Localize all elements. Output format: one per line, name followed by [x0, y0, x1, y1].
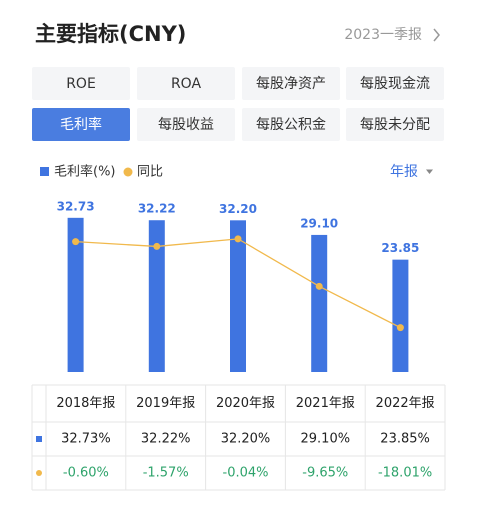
tab[interactable] — [242, 108, 340, 141]
table-header: 2019年报 — [136, 396, 195, 411]
bar — [230, 220, 246, 372]
period-selector[interactable]: 年报 — [390, 164, 418, 180]
line-point — [396, 324, 404, 332]
dropdown-arrow — [426, 169, 433, 174]
legend-label: 毛利率(%) — [54, 164, 116, 180]
row-icon — [36, 436, 42, 442]
line-point — [153, 242, 161, 250]
tab-label[interactable]: ROE — [66, 76, 96, 92]
tab-label[interactable]: 每股收益 — [158, 117, 214, 133]
line-point — [72, 238, 80, 246]
table-header: 2021年报 — [296, 396, 355, 411]
bar — [67, 217, 84, 372]
row-icon — [36, 470, 42, 476]
tab-label[interactable]: ROA — [171, 76, 202, 92]
tab[interactable] — [346, 67, 444, 100]
table-header: 2020年报 — [216, 396, 275, 411]
bar-value-label: 32.73 — [57, 199, 95, 213]
line-point — [234, 235, 242, 243]
tab-label[interactable]: 毛利率 — [60, 116, 102, 133]
table-cell: 32.20% — [221, 432, 271, 447]
tab[interactable] — [242, 67, 340, 100]
table-cell: -1.57% — [143, 466, 189, 481]
table-cell: -0.04% — [223, 466, 269, 481]
legend-swatch — [40, 167, 49, 176]
table-cell: -18.01% — [378, 466, 432, 481]
legend-label: 同比 — [137, 165, 163, 180]
table-cell: -0.60% — [63, 466, 109, 481]
table-header: 2022年报 — [376, 396, 435, 411]
chevron — [433, 28, 440, 42]
tab-label[interactable]: 每股现金流 — [360, 76, 430, 92]
line-point — [315, 282, 323, 290]
tab[interactable] — [137, 108, 235, 141]
bar — [148, 220, 165, 372]
tab-label[interactable]: 每股公积金 — [256, 117, 326, 133]
tab[interactable] — [32, 67, 130, 100]
bar — [311, 234, 328, 372]
tab[interactable] — [137, 67, 235, 100]
tab[interactable] — [346, 108, 444, 141]
bar-value-label: 32.20 — [219, 202, 257, 216]
legend-swatch — [123, 167, 133, 177]
table-cell: 32.73% — [61, 432, 111, 447]
bar-value-label: 29.10 — [300, 216, 338, 230]
table-cell: 23.85% — [380, 432, 430, 447]
tab-label[interactable]: 每股净资产 — [256, 76, 326, 92]
bar — [392, 259, 409, 372]
bar-value-label: 23.85 — [381, 241, 419, 255]
table-cell: -9.65% — [302, 466, 348, 481]
bar-value-label: 32.22 — [138, 202, 176, 216]
table-cell: 29.10% — [301, 432, 351, 447]
period-button[interactable]: 2023一季报 — [344, 27, 422, 43]
table-header: 2018年报 — [56, 396, 115, 411]
tab[interactable] — [32, 108, 130, 141]
tab-label[interactable]: 每股未分配 — [360, 117, 430, 133]
title: 主要指标(CNY) — [35, 22, 186, 46]
table-cell: 32.22% — [141, 432, 191, 447]
